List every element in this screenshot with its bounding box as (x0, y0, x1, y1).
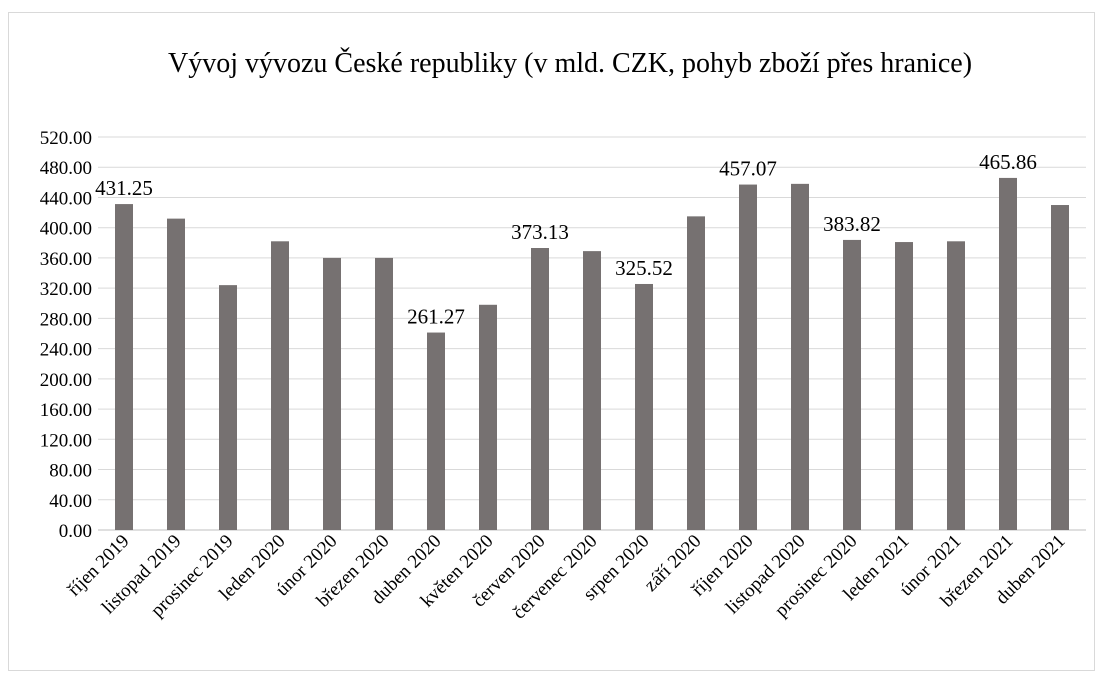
y-tick-label: 400.00 (40, 219, 92, 240)
y-tick-label: 240.00 (40, 340, 92, 361)
y-tick-label: 520.00 (40, 128, 92, 149)
bar (843, 239, 861, 530)
bar (687, 216, 705, 530)
y-tick-label: 80.00 (49, 461, 92, 482)
y-tick-label: 440.00 (40, 188, 92, 209)
bar (635, 283, 653, 530)
bar (167, 218, 185, 530)
y-tick-label: 0.00 (59, 521, 92, 542)
bar (375, 257, 393, 530)
data-label: 261.27 (407, 305, 465, 329)
data-label: 431.25 (95, 176, 153, 200)
data-label: 383.82 (823, 212, 881, 236)
chart-title: Vývoj vývozu České republiky (v mld. CZK… (167, 48, 973, 79)
data-label: 325.52 (615, 256, 673, 280)
bar (947, 241, 965, 531)
bar (479, 304, 497, 530)
bar (219, 285, 237, 530)
y-tick-label: 320.00 (40, 279, 92, 300)
data-label: 457.07 (719, 157, 777, 181)
y-tick-label: 120.00 (40, 430, 92, 451)
y-tick-label: 360.00 (40, 249, 92, 270)
bar (115, 204, 133, 530)
bar (739, 184, 757, 531)
bar (271, 241, 289, 531)
bar (531, 247, 549, 531)
bar (427, 332, 445, 530)
data-label: 373.13 (511, 220, 569, 244)
y-tick-label: 160.00 (40, 400, 92, 421)
bar (895, 242, 913, 530)
y-tick-label: 480.00 (40, 158, 92, 179)
bar (791, 183, 809, 530)
data-label: 465.86 (979, 150, 1037, 174)
y-tick-label: 200.00 (40, 370, 92, 391)
bar (583, 251, 601, 530)
bar (999, 177, 1017, 530)
bar (323, 257, 341, 530)
y-tick-label: 40.00 (49, 491, 92, 512)
chart-frame (8, 12, 1095, 671)
bar (1051, 205, 1069, 530)
y-tick-label: 280.00 (40, 309, 92, 330)
